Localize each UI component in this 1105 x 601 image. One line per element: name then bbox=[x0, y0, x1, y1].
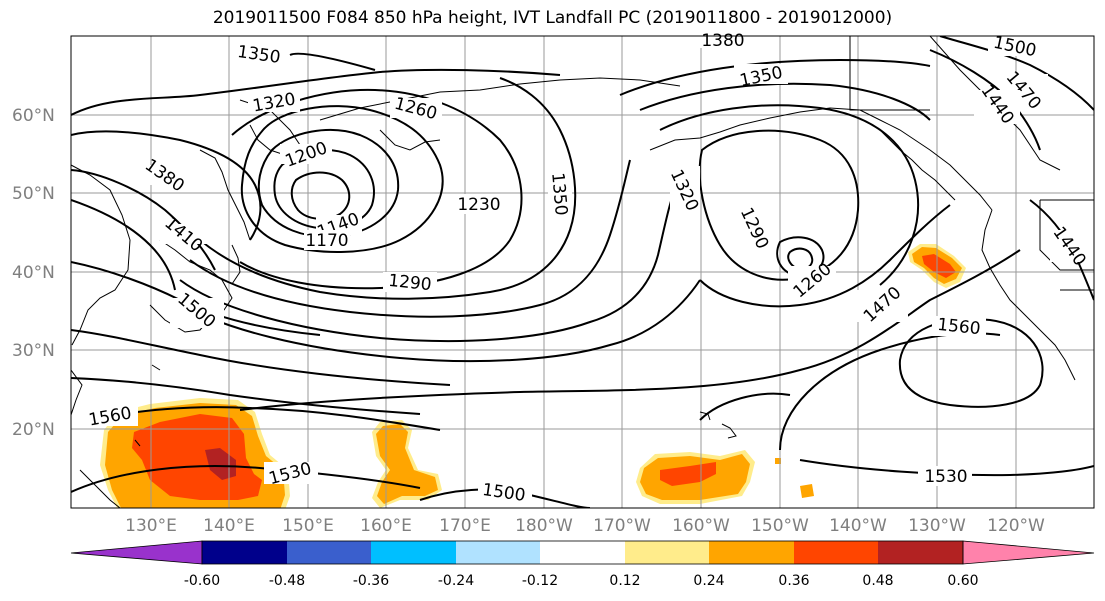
contour-label: 1560 bbox=[936, 315, 981, 339]
longitude-labels: 130°E 140°E 150°E 160°E 170°E 180°W 170°… bbox=[125, 516, 1045, 536]
lon-label: 140°E bbox=[203, 516, 255, 536]
lon-label: 170°W bbox=[593, 516, 651, 536]
lat-label: 20°N bbox=[12, 420, 55, 440]
contour-label: 1230 bbox=[457, 195, 500, 215]
colorbar-tick: 0.48 bbox=[862, 573, 893, 589]
colorbar-tick: -0.48 bbox=[269, 573, 305, 589]
colorbar-segment bbox=[456, 541, 540, 564]
lat-label: 60°N bbox=[12, 106, 55, 126]
lon-label: 170°E bbox=[439, 516, 491, 536]
contour-label: 1350 bbox=[547, 172, 571, 217]
map-frame bbox=[70, 35, 1095, 509]
colorbar-segment bbox=[371, 541, 456, 564]
colorbar-segment bbox=[878, 541, 963, 564]
colorbar-segment bbox=[625, 541, 709, 564]
contour-label: 1200 bbox=[283, 138, 330, 172]
colorbar-segment bbox=[709, 541, 794, 564]
colorbar-tick: -0.60 bbox=[184, 573, 220, 589]
lon-label: 140°W bbox=[829, 516, 887, 536]
lat-label: 40°N bbox=[12, 263, 55, 283]
lon-label: 160°W bbox=[672, 516, 730, 536]
colorbar-tick: 0.36 bbox=[778, 573, 809, 589]
colorbar-extend-high bbox=[962, 540, 1095, 565]
latitude-labels: 60°N 50°N 40°N 30°N 20°N bbox=[12, 106, 55, 440]
colorbar-segment bbox=[202, 541, 287, 564]
colorbar-tick: 0.60 bbox=[947, 573, 978, 589]
map-title: 2019011500 F084 850 hPa height, IVT Land… bbox=[212, 8, 893, 28]
lat-label: 50°N bbox=[12, 184, 55, 204]
lon-label: 180°W bbox=[515, 516, 573, 536]
colorbar-tick: -0.24 bbox=[438, 573, 474, 589]
colorbar-extend-low bbox=[70, 540, 203, 565]
contour-label: 1530 bbox=[924, 467, 967, 487]
lon-label: 160°E bbox=[360, 516, 412, 536]
lon-label: 130°W bbox=[908, 516, 966, 536]
graticule bbox=[71, 36, 1094, 508]
contour-label: 1380 bbox=[701, 31, 744, 51]
colorbar-tick: 0.12 bbox=[609, 573, 640, 589]
colorbar-tick: -0.12 bbox=[522, 573, 558, 589]
lon-label: 150°W bbox=[751, 516, 809, 536]
colorbar-segment bbox=[540, 541, 625, 564]
colorbar-segment bbox=[794, 541, 878, 564]
contour-labels: 1350 1320 1260 1200 1380 1410 1140 1170 … bbox=[84, 30, 1090, 506]
lat-label: 30°N bbox=[12, 341, 55, 361]
lon-label: 120°W bbox=[987, 516, 1045, 536]
colorbar-segment bbox=[287, 541, 371, 564]
colorbar: -0.60 -0.48 -0.36 -0.24 -0.12 0.12 0.24 … bbox=[70, 540, 1095, 589]
contour-label: 1170 bbox=[305, 231, 348, 251]
contour-label: 1380 bbox=[141, 155, 188, 196]
contour-label: 1290 bbox=[387, 271, 432, 295]
ivt-shading bbox=[100, 244, 966, 508]
colorbar-tick: -0.36 bbox=[353, 573, 389, 589]
lon-label: 130°E bbox=[125, 516, 177, 536]
colorbar-tick: 0.24 bbox=[693, 573, 724, 589]
lon-label: 150°E bbox=[282, 516, 334, 536]
